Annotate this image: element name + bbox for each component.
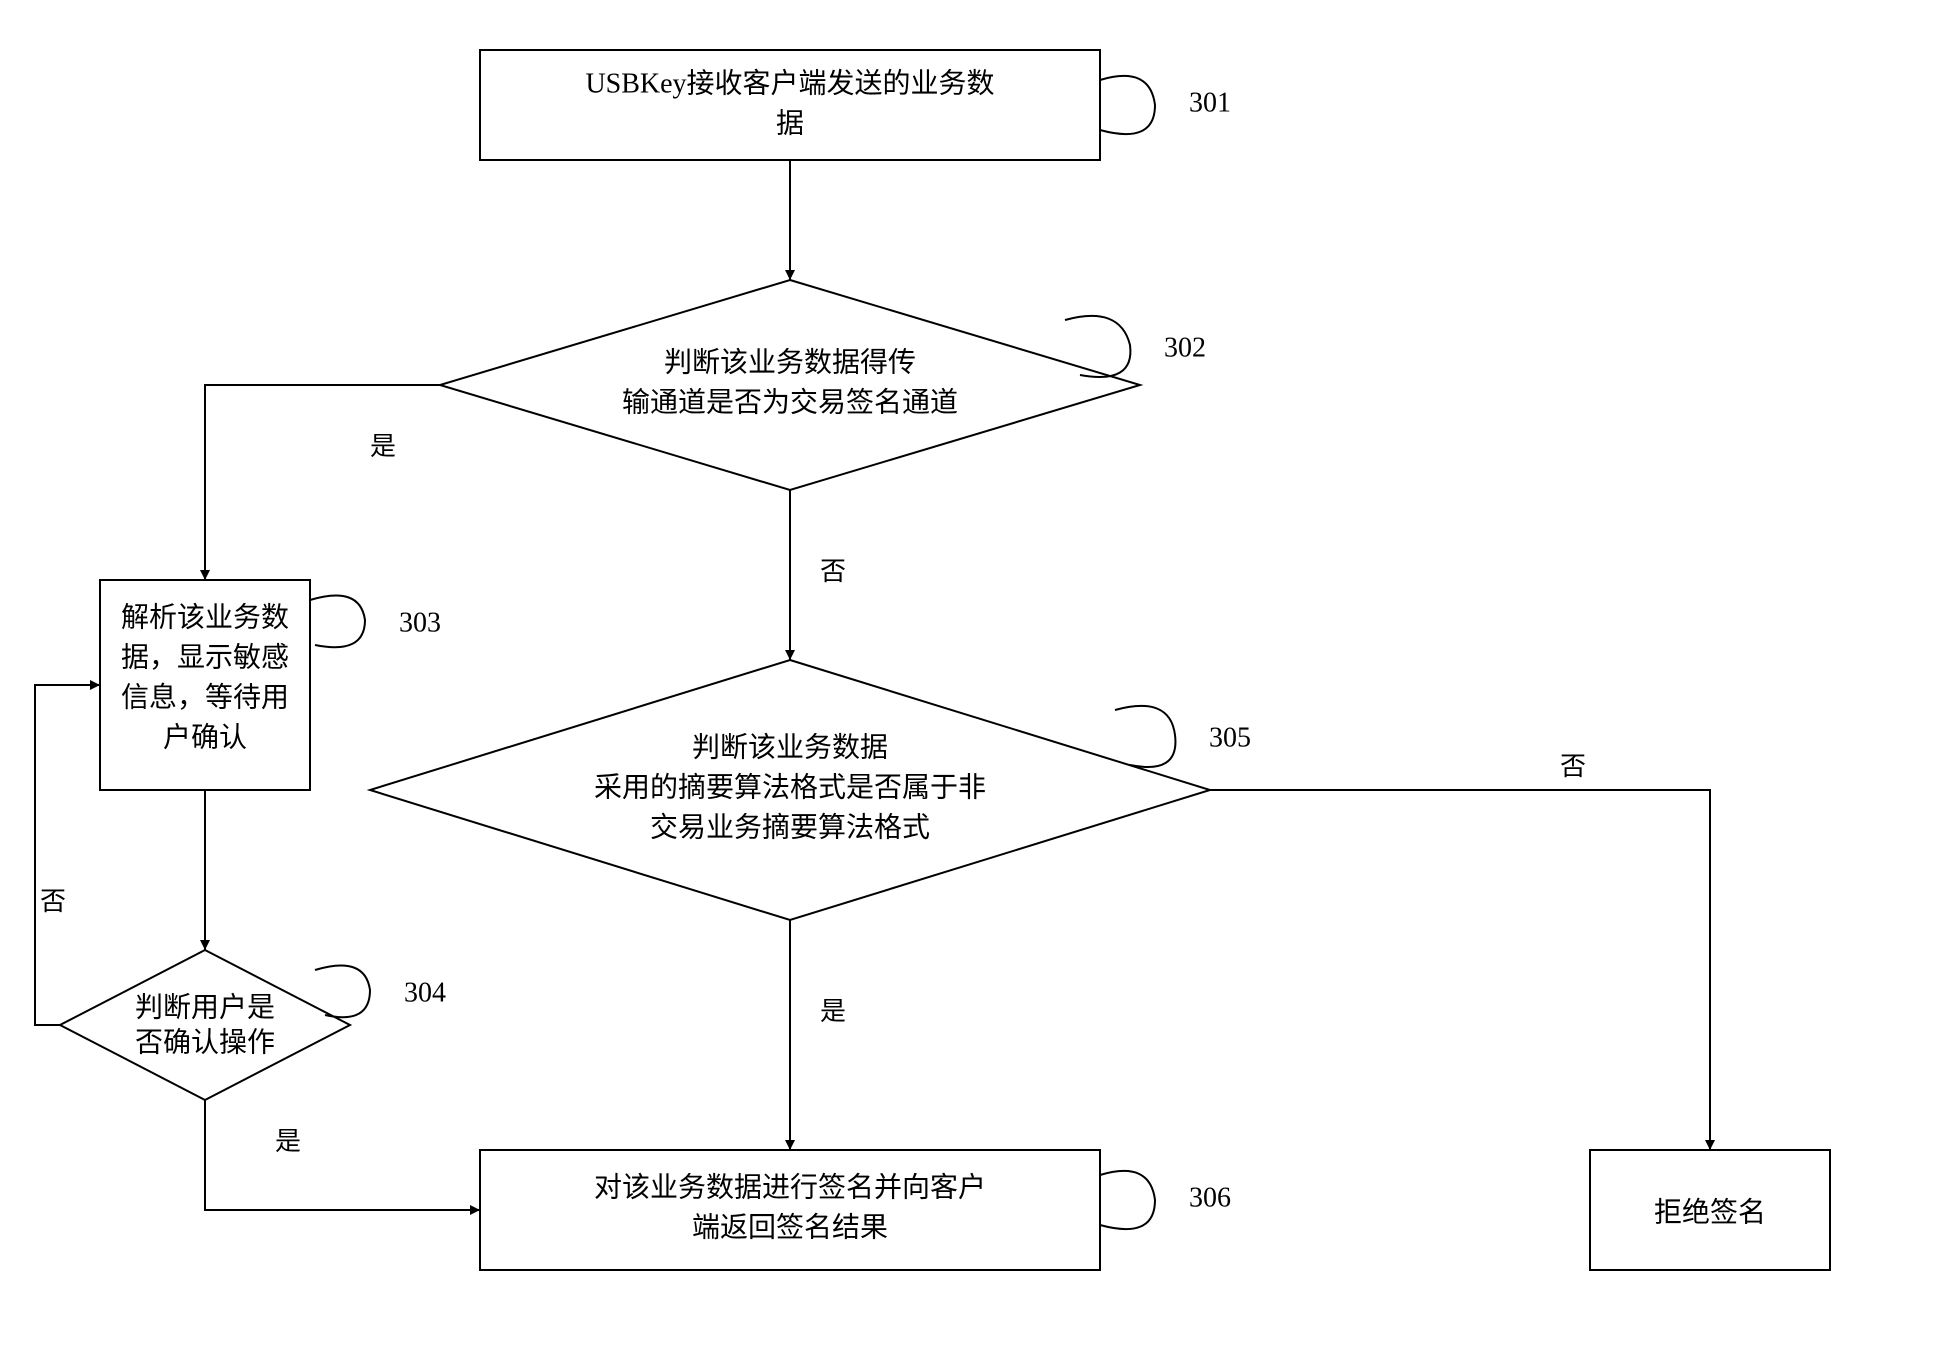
edge-302-305: 否 [790,490,846,660]
node-305-label: 305 [1209,722,1251,753]
node-303-line2: 据，显示敏感 [121,641,289,673]
edge-305-306-label: 是 [820,997,846,1026]
node-302-line1: 判断该业务数据得传 [664,346,916,378]
node-303-label: 303 [399,607,441,638]
edge-304-306-label: 是 [275,1127,301,1156]
node-304-label: 304 [404,977,446,1008]
node-reject: 拒绝签名 [1590,1150,1830,1270]
node-303-line3: 信息，等待用 [121,681,289,713]
edge-302-303: 是 [205,385,440,580]
node-305-line3: 交易业务摘要算法格式 [650,811,930,843]
node-302-label: 302 [1164,332,1206,363]
node-302: 判断该业务数据得传 输通道是否为交易签名通道 302 [440,280,1206,490]
node-reject-line1: 拒绝签名 [1654,1196,1766,1228]
node-301: USBKey接收客户端发送的业务数 据 301 [480,50,1231,160]
node-301-line2: 据 [776,107,804,139]
node-306-line2: 端返回签名结果 [692,1211,888,1243]
node-304-line2: 否确认操作 [135,1026,275,1058]
node-306: 对该业务数据进行签名并向客户 端返回签名结果 306 [480,1150,1231,1270]
node-301-line1: USBKey接收客户端发送的业务数 [585,67,994,99]
node-305-line1: 判断该业务数据 [692,731,888,763]
edge-304-306: 是 [205,1100,480,1210]
node-306-line1: 对该业务数据进行签名并向客户 [594,1171,986,1203]
node-302-line2: 输通道是否为交易签名通道 [622,386,958,418]
node-306-label: 306 [1189,1182,1231,1213]
edge-305-reject: 否 [1210,752,1710,1150]
node-301-label: 301 [1189,87,1231,118]
node-304-line1: 判断用户是 [135,991,275,1023]
edge-302-303-label: 是 [370,432,396,461]
node-303: 解析该业务数 据，显示敏感 信息，等待用 户确认 303 [100,580,441,790]
node-303-line1: 解析该业务数 [121,601,289,633]
node-303-line4: 户确认 [163,721,247,753]
node-304: 判断用户是 否确认操作 304 [60,950,446,1100]
edge-302-305-label: 否 [820,557,846,586]
edge-304-303: 否 [35,685,100,1025]
edge-305-306: 是 [790,920,846,1150]
edge-305-reject-label: 否 [1560,752,1586,781]
node-305: 判断该业务数据 采用的摘要算法格式是否属于非 交易业务摘要算法格式 305 [370,660,1251,920]
edge-304-303-label: 否 [40,887,66,916]
node-305-line2: 采用的摘要算法格式是否属于非 [594,771,986,803]
flowchart-canvas: USBKey接收客户端发送的业务数 据 301 判断该业务数据得传 输通道是否为… [20,20,1944,1334]
